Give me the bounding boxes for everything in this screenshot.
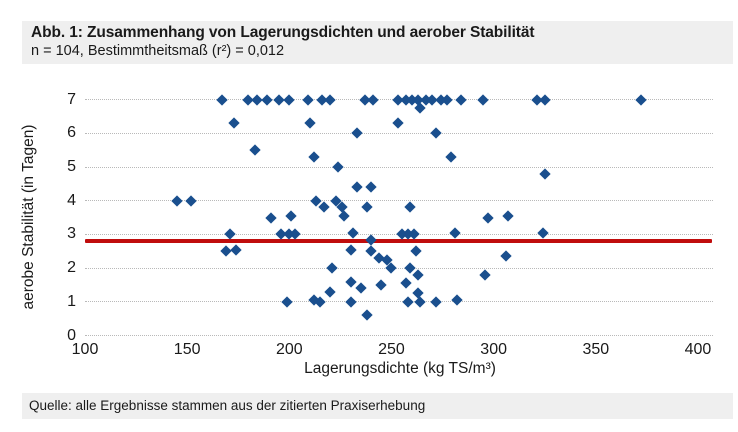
data-point [367, 93, 379, 106]
y-tick-label: 5 [67, 158, 76, 176]
data-point [404, 201, 416, 214]
data-point [281, 296, 293, 308]
data-point [400, 277, 412, 289]
source-note: Quelle: alle Ergebnisse stammen aus der … [29, 398, 426, 413]
data-point [220, 245, 232, 257]
data-point [324, 286, 336, 298]
x-tick-label: 400 [684, 341, 712, 358]
x-tick-label: 150 [173, 341, 201, 358]
data-point [361, 309, 373, 322]
data-point [324, 93, 336, 106]
data-point [402, 296, 414, 308]
x-tick-label: 200 [275, 341, 303, 358]
data-point [477, 93, 490, 106]
data-point [449, 227, 461, 239]
gridline [85, 335, 713, 337]
x-tick-label: 350 [582, 341, 610, 358]
y-tick-label: 1 [67, 292, 76, 310]
data-point [455, 93, 467, 106]
gridline [85, 132, 713, 134]
y-tick-label: 2 [67, 259, 76, 277]
y-tick-label: 4 [67, 191, 76, 209]
data-point [228, 117, 240, 129]
data-point [261, 93, 273, 106]
x-tick-label: 250 [378, 341, 405, 358]
data-point [344, 275, 357, 288]
data-point [265, 211, 277, 224]
data-point [365, 233, 377, 246]
trend-line [85, 239, 713, 243]
data-point [344, 296, 357, 308]
data-point [344, 243, 357, 256]
x-axis-label: Lagerungsdichte (kg TS/m³) [304, 360, 496, 377]
data-point [304, 117, 316, 129]
gridline [85, 166, 713, 168]
data-point [537, 227, 549, 239]
data-point [318, 201, 330, 214]
data-point [539, 93, 551, 106]
data-point [635, 93, 647, 106]
data-point [283, 93, 295, 106]
data-point [500, 250, 512, 263]
data-point [216, 93, 228, 106]
data-point [445, 151, 457, 163]
data-point [430, 296, 443, 308]
x-tick-label: 100 [71, 341, 99, 358]
y-tick-label: 7 [67, 90, 76, 108]
data-point [185, 195, 197, 207]
figure-title: Abb. 1: Zusammenhang von Lagerungsdichte… [31, 24, 535, 41]
data-point [361, 201, 373, 214]
figure-header: Abb. 1: Zusammenhang von Lagerungsdichte… [22, 21, 733, 64]
figure-subtitle: n = 104, Bestimmtheitsmaß (r²) = 0,012 [31, 43, 285, 59]
figure-footer: Quelle: alle Ergebnisse stammen aus der … [22, 393, 733, 419]
gridline [85, 301, 713, 303]
data-point [430, 127, 443, 139]
data-point [410, 245, 422, 257]
data-point [351, 181, 363, 193]
gridline [85, 267, 713, 269]
data-point [539, 168, 551, 180]
data-point [285, 210, 298, 222]
data-point [171, 195, 183, 207]
data-point [347, 227, 359, 239]
data-point [302, 93, 314, 106]
data-point [338, 210, 351, 222]
x-tick-label: 300 [480, 341, 507, 358]
data-point [414, 296, 426, 308]
data-point [248, 144, 261, 156]
data-point [451, 294, 463, 306]
data-point [365, 181, 377, 193]
data-point [355, 282, 367, 295]
y-tick-label: 6 [67, 124, 76, 142]
data-point [230, 243, 242, 256]
data-point [481, 211, 494, 224]
y-tick-label: 3 [67, 225, 76, 243]
data-point [412, 269, 424, 281]
data-point [308, 151, 320, 163]
data-point [326, 262, 338, 274]
data-point [351, 127, 363, 139]
data-point [391, 117, 404, 129]
gridline [85, 200, 713, 202]
data-point [332, 161, 345, 173]
data-point [375, 279, 387, 291]
data-point [385, 262, 398, 274]
data-point [502, 210, 514, 222]
y-tick-label: 0 [67, 326, 76, 344]
data-point [479, 269, 492, 281]
